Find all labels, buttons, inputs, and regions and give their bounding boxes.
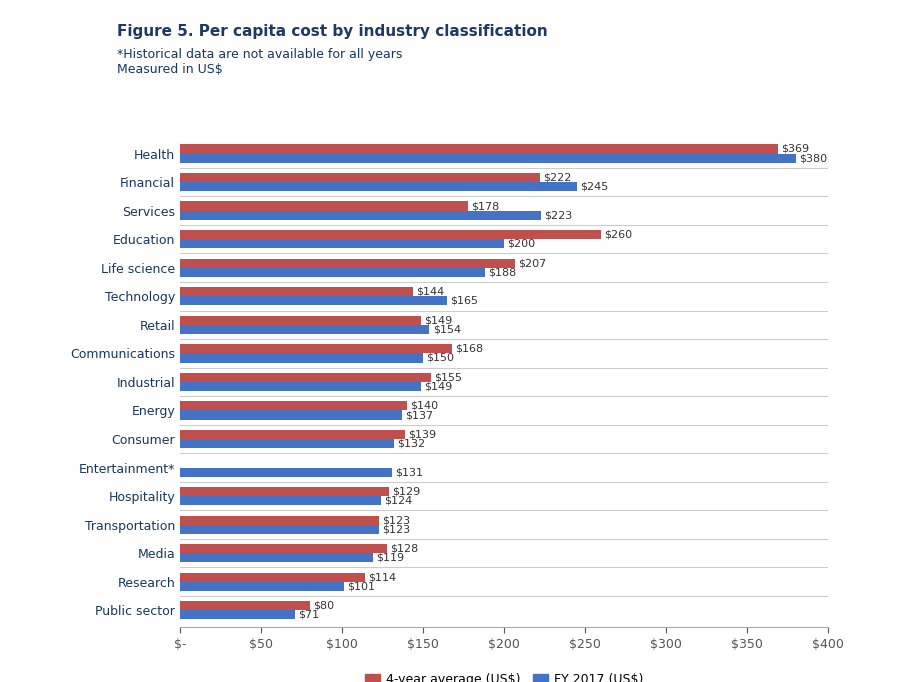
Bar (180, 230, 601, 239)
Bar (180, 411, 402, 419)
Text: *Historical data are not available for all years: *Historical data are not available for a… (117, 48, 402, 61)
Text: $369: $369 (781, 144, 809, 154)
Text: $178: $178 (472, 201, 500, 211)
Text: $80: $80 (313, 601, 334, 611)
Text: $71: $71 (298, 610, 320, 620)
Text: $155: $155 (435, 372, 463, 383)
Text: $154: $154 (433, 325, 461, 334)
Legend: 4-year average (US$), FY 2017 (US$): 4-year average (US$), FY 2017 (US$) (360, 668, 648, 682)
Text: $168: $168 (455, 344, 483, 354)
Bar (180, 487, 389, 496)
Bar (180, 325, 429, 334)
Text: $139: $139 (409, 430, 436, 439)
Text: $149: $149 (425, 315, 453, 325)
Bar (180, 439, 394, 448)
Bar (180, 496, 381, 505)
Bar (180, 316, 421, 325)
Text: $223: $223 (544, 210, 572, 220)
Bar (180, 382, 421, 391)
Text: $137: $137 (405, 410, 433, 420)
Text: $380: $380 (799, 153, 827, 163)
Text: $245: $245 (580, 181, 608, 192)
Bar (180, 573, 364, 582)
Bar (180, 353, 423, 363)
Bar (180, 610, 295, 619)
Text: $207: $207 (518, 258, 547, 268)
Bar (180, 287, 413, 296)
Text: $165: $165 (451, 296, 479, 306)
Bar (180, 373, 431, 382)
Bar (180, 182, 577, 191)
Text: $123: $123 (382, 524, 410, 534)
Bar (180, 201, 468, 211)
Text: $128: $128 (391, 544, 419, 554)
Bar (180, 401, 407, 411)
Text: $260: $260 (605, 230, 633, 239)
Text: $222: $222 (543, 173, 572, 183)
Text: $200: $200 (508, 239, 536, 249)
Text: $188: $188 (488, 267, 516, 278)
Bar (180, 344, 452, 353)
Text: $140: $140 (410, 401, 438, 411)
Text: $149: $149 (425, 381, 453, 391)
Text: $129: $129 (392, 486, 420, 496)
Text: Measured in US$: Measured in US$ (117, 63, 223, 76)
Bar (180, 239, 504, 248)
Bar (180, 258, 516, 268)
Text: $101: $101 (346, 581, 375, 591)
Bar (180, 582, 344, 591)
Text: $131: $131 (395, 467, 424, 477)
Bar (180, 268, 484, 277)
Bar (180, 601, 310, 610)
Bar (180, 553, 373, 563)
Text: $124: $124 (384, 496, 412, 505)
Text: $114: $114 (368, 572, 396, 582)
Bar (180, 145, 778, 153)
Bar (180, 173, 540, 182)
Text: $150: $150 (427, 353, 454, 363)
Text: $123: $123 (382, 515, 410, 525)
Bar (180, 211, 541, 220)
Bar (180, 430, 405, 439)
Bar (180, 296, 447, 306)
Bar (180, 468, 392, 477)
Bar (180, 153, 796, 163)
Bar (180, 516, 379, 524)
Bar (180, 544, 387, 553)
Text: $144: $144 (417, 286, 445, 297)
Bar (180, 524, 379, 534)
Text: Figure 5. Per capita cost by industry classification: Figure 5. Per capita cost by industry cl… (117, 24, 548, 39)
Text: $132: $132 (397, 439, 425, 449)
Text: $119: $119 (376, 553, 404, 563)
